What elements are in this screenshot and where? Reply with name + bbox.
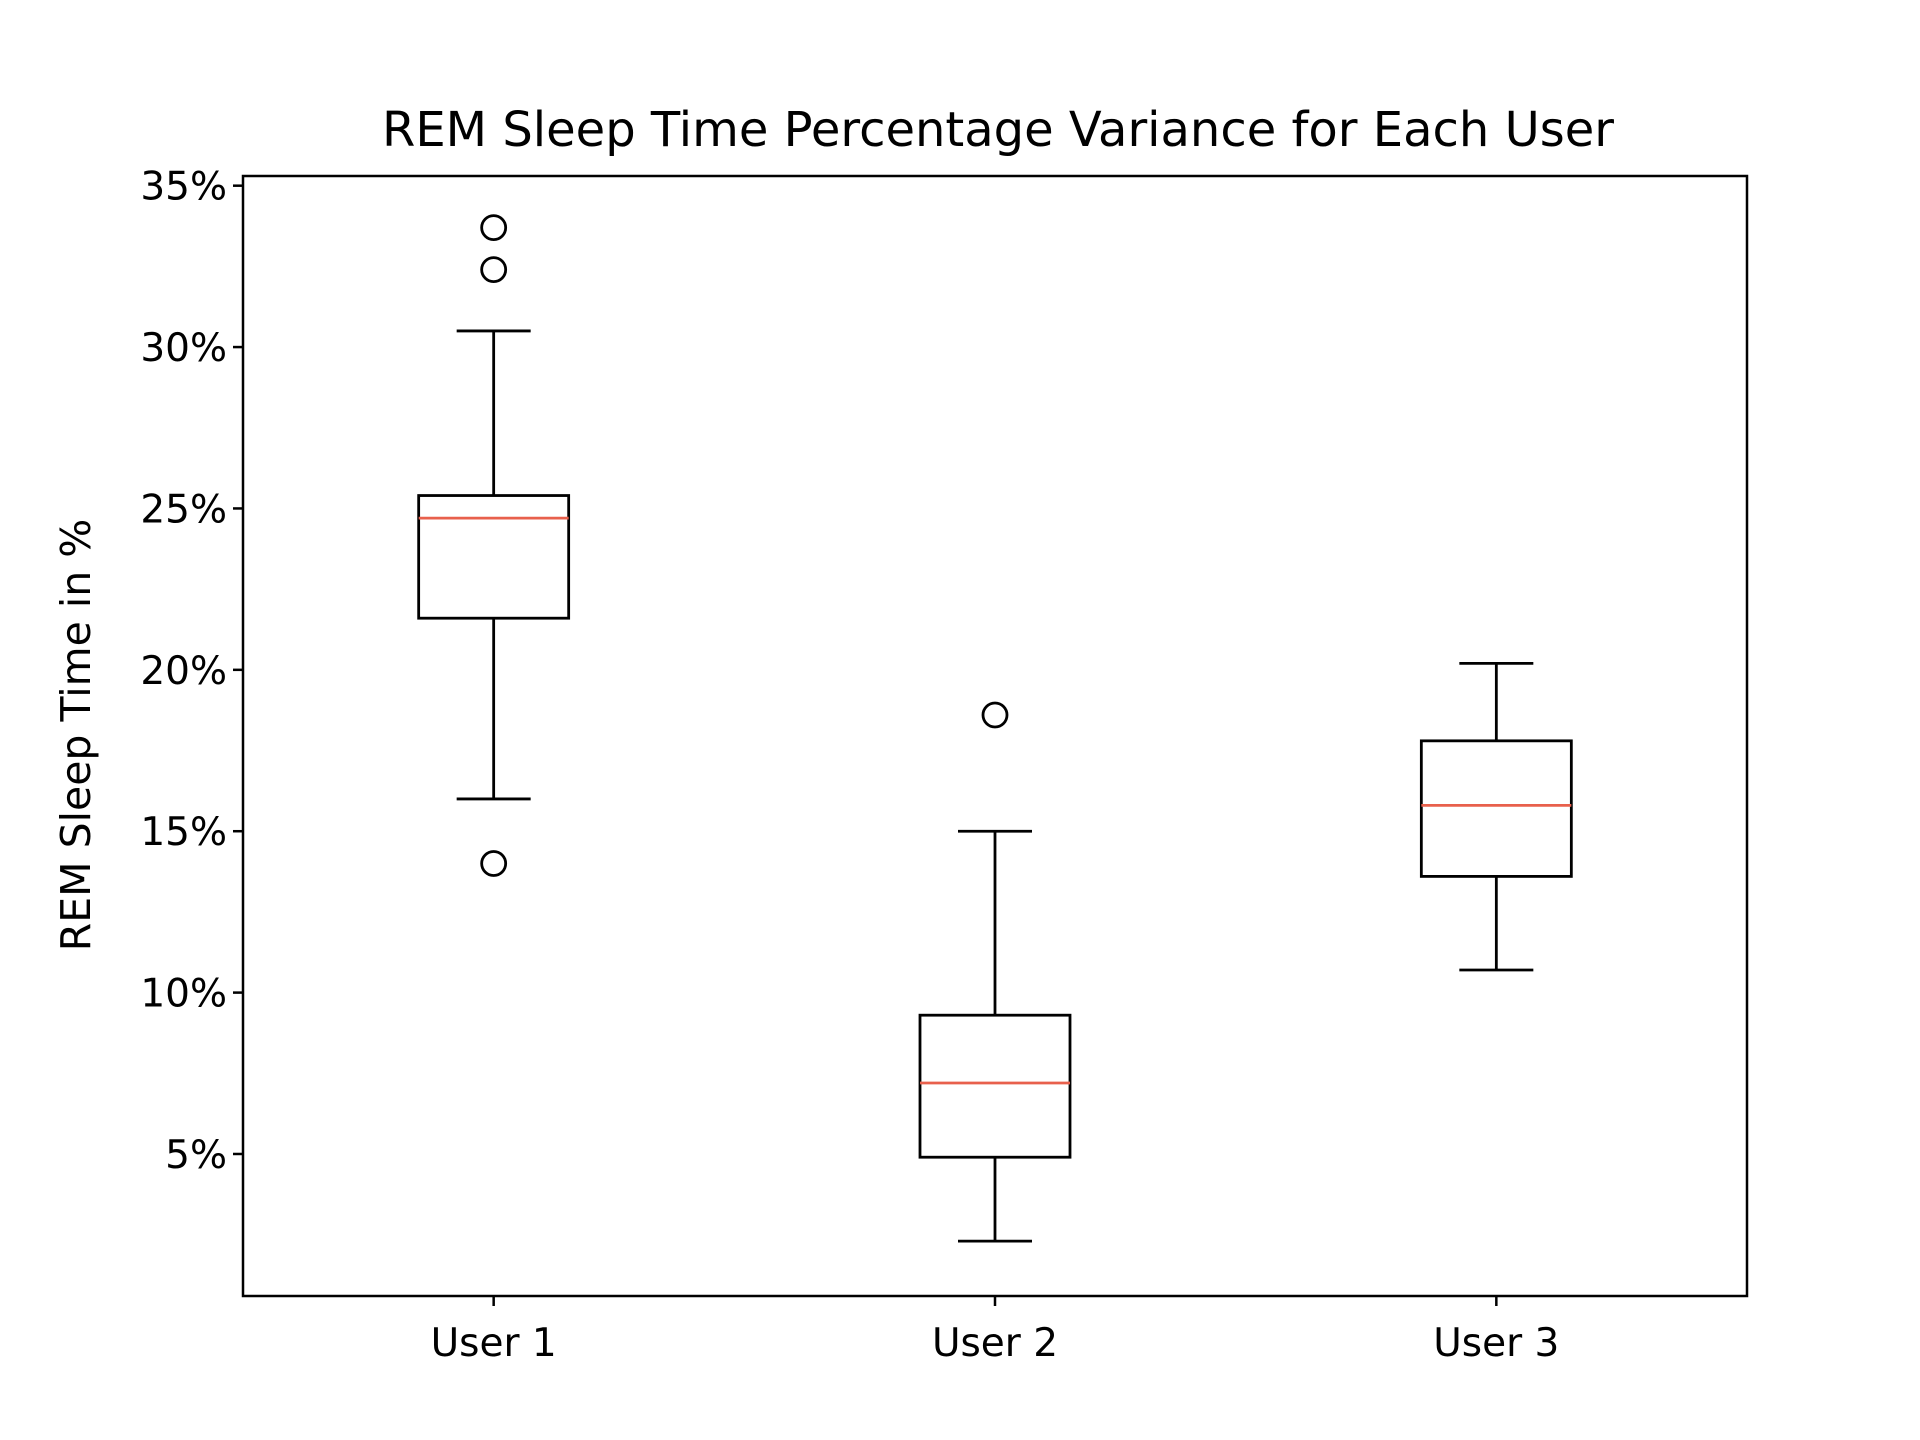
outlier-point <box>480 214 508 242</box>
iqr-box <box>417 494 571 620</box>
box-group-1 <box>417 214 571 877</box>
y-tick-label: 15% <box>140 810 227 855</box>
iqr-box <box>918 1013 1072 1159</box>
x-tick-label: User 2 <box>932 1321 1058 1366</box>
outlier-point <box>480 850 508 877</box>
y-tick-label: 5% <box>165 1133 227 1178</box>
plot-area <box>417 214 1573 1243</box>
y-tick-label: 10% <box>140 972 227 1017</box>
y-tick-label: 25% <box>140 487 227 532</box>
y-axis-label: REM Sleep Time in % <box>52 519 100 951</box>
plot-frame <box>241 174 1749 1298</box>
outlier-point <box>981 701 1009 729</box>
y-tick-label: 30% <box>140 326 227 371</box>
x-tick-label: User 3 <box>1433 1321 1559 1366</box>
y-tick-label: 20% <box>140 649 227 694</box>
y-tick-label: 35% <box>140 165 227 210</box>
box-group-3 <box>1419 661 1573 972</box>
x-tick-label: User 1 <box>431 1321 557 1366</box>
box-group-2 <box>918 701 1072 1243</box>
chart-title: REM Sleep Time Percentage Variance for E… <box>382 102 1614 158</box>
iqr-box <box>1419 739 1573 878</box>
outlier-point <box>480 256 508 284</box>
